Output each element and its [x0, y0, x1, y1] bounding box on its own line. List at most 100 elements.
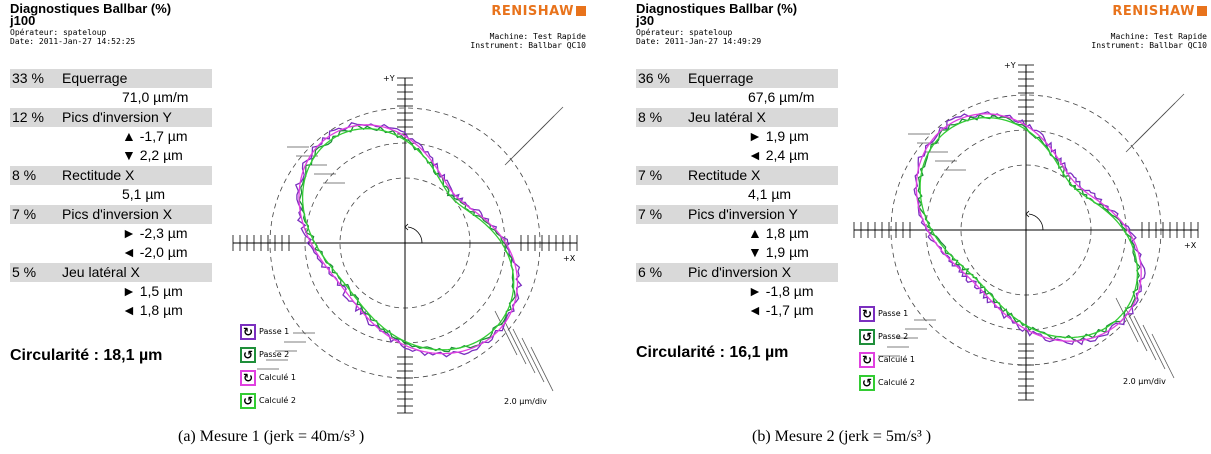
legend-label: Calculé 1 — [878, 355, 915, 364]
result-percent: 8 % — [12, 167, 37, 183]
result-header: 12 % Pics d'inversion Y — [10, 108, 212, 127]
ballbar-panel-b: Diagnostiques Ballbar (%) j30 Opérateur: s… — [626, 0, 1211, 420]
legend-label: Calculé 2 — [259, 396, 296, 405]
renishaw-logo: RENISHAW — [1112, 4, 1207, 19]
result-header: 8 % Rectitude X — [10, 166, 212, 185]
result-value: ◄ 2,4 µm — [748, 147, 809, 163]
result-value: ▲ -1,7 µm — [122, 128, 188, 144]
scale-label: 2.0 µm/div — [504, 397, 547, 406]
trace-legend: ↻ Passe 1 ↺ Passe 2 ↻ Calculé 1 ↺ Calculé 2 — [859, 302, 915, 394]
result-name: Pics d'inversion Y — [688, 206, 798, 222]
caption-a: (a) Mesure 1 (jerk = 40m/s³ ) — [178, 428, 365, 445]
diagonal-tick — [521, 337, 545, 383]
result-percent: 8 % — [638, 109, 663, 125]
test-name: j100 — [10, 13, 36, 28]
operator-text: Opérateur: spateloup — [10, 28, 107, 37]
result-name: Rectitude X — [62, 167, 135, 183]
diagonal-tick — [1142, 324, 1166, 370]
logo-mark-icon — [576, 6, 586, 16]
legend-item: ↺ Passe 2 — [240, 343, 296, 366]
result-percent: 5 % — [12, 264, 37, 280]
measurement-trace — [294, 122, 523, 358]
result-name: Pic d'inversion X — [688, 264, 792, 280]
direction-arc — [407, 226, 423, 244]
result-name: Pics d'inversion Y — [62, 109, 172, 125]
legend-item: ↻ Calculé 1 — [240, 366, 296, 389]
result-name: Equerrage — [688, 70, 754, 86]
diagnostic-results: 33 % Equerrage 71,0 µm/m 12 % Pics d'inversi… — [10, 68, 212, 320]
result-value: ► 1,9 µm — [748, 128, 809, 144]
result-value: ◄ -2,0 µm — [122, 244, 188, 260]
result-header: 6 % Pic d'inversion X — [636, 263, 838, 282]
result-header: 5 % Jeu latéral X — [10, 263, 212, 282]
result-value: ► -1,8 µm — [748, 283, 814, 299]
renishaw-logo: RENISHAW — [491, 4, 586, 19]
trace-legend: ↻ Passe 1 ↺ Passe 2 ↻ Calculé 1 ↺ Calculé 2 — [240, 320, 296, 412]
y-axis-label: +Y — [383, 74, 395, 83]
result-header: 33 % Equerrage — [10, 69, 212, 88]
diagonal-tick — [530, 346, 554, 392]
scale-label: 2.0 µm/div — [1123, 377, 1166, 386]
polar-plot: +X +Y — [232, 74, 578, 414]
result-header: 8 % Jeu latéral X — [636, 108, 838, 127]
measurement-trace — [917, 114, 1141, 342]
rotation-icon: ↻ — [859, 351, 875, 368]
rotation-icon: ↻ — [859, 305, 875, 322]
arrow-icon — [1025, 210, 1030, 218]
legend-label: Calculé 1 — [259, 373, 296, 382]
ballbar-panel-a: Diagnostiques Ballbar (%) j100 Opérateur: … — [0, 0, 590, 420]
result-value: 5,1 µm — [122, 186, 166, 202]
legend-item: ↺ Calculé 2 — [240, 389, 296, 412]
test-name: j30 — [636, 13, 655, 28]
result-percent: 6 % — [638, 264, 663, 280]
logo-mark-icon — [1197, 6, 1207, 16]
rotation-icon: ↺ — [240, 392, 256, 409]
direction-arc — [1028, 213, 1044, 231]
rotation-icon: ↻ — [240, 369, 256, 386]
diagonal-tick — [1151, 333, 1175, 379]
report-title: Diagnostiques Ballbar (%) — [10, 1, 172, 16]
date-text: Date: 2011-Jan-27 14:52:25 — [10, 37, 136, 46]
date-text: Date: 2011-Jan-27 14:49:29 — [636, 37, 762, 46]
result-name: Rectitude X — [688, 167, 761, 183]
legend-item: ↻ Passe 1 — [859, 302, 915, 325]
diagonal-tick — [1161, 93, 1185, 117]
brand-name: RENISHAW — [1112, 4, 1195, 19]
circularity-result: Circularité : 18,1 µm — [10, 347, 163, 364]
result-value: 67,6 µm/m — [748, 89, 815, 105]
arrow-icon — [404, 223, 409, 231]
result-percent: 12 % — [12, 109, 44, 125]
legend-label: Passe 2 — [878, 332, 909, 341]
result-name: Jeu latéral X — [62, 264, 140, 280]
legend-label: Passe 2 — [259, 350, 290, 359]
result-percent: 33 % — [12, 70, 44, 86]
measurement-trace — [913, 111, 1146, 346]
x-axis-label: +X — [1184, 241, 1197, 250]
measurement-trace — [915, 113, 1142, 342]
polar-plot: +X +Y — [853, 61, 1199, 401]
result-value: 71,0 µm/m — [122, 89, 189, 105]
result-percent: 7 % — [638, 206, 663, 222]
rotation-icon: ↺ — [859, 328, 875, 345]
legend-label: Calculé 2 — [878, 378, 915, 387]
measurement-trace — [919, 116, 1139, 339]
instrument-text: Instrument: Ballbar QC10 — [1091, 41, 1207, 50]
legend-label: Passe 1 — [259, 327, 290, 336]
instrument-text: Instrument: Ballbar QC10 — [470, 41, 586, 50]
rotation-icon: ↺ — [859, 374, 875, 391]
diagonal-tick — [1133, 315, 1157, 361]
legend-item: ↻ Calculé 1 — [859, 348, 915, 371]
result-name: Jeu latéral X — [688, 109, 766, 125]
result-header: 7 % Rectitude X — [636, 166, 838, 185]
rotation-icon: ↻ — [240, 323, 256, 340]
result-header: 7 % Pics d'inversion X — [10, 205, 212, 224]
measurement-trace — [298, 124, 519, 355]
circularity-result: Circularité : 16,1 µm — [636, 344, 789, 361]
brand-name: RENISHAW — [491, 4, 574, 19]
measurement-trace — [301, 127, 515, 351]
legend-item: ↻ Passe 1 — [240, 320, 296, 343]
x-axis-label: +X — [563, 254, 576, 263]
rotation-icon: ↺ — [240, 346, 256, 363]
diagnostic-results: 36 % Equerrage 67,6 µm/m 8 % Jeu latéral X ► … — [636, 68, 838, 320]
result-value: 4,1 µm — [748, 186, 792, 202]
